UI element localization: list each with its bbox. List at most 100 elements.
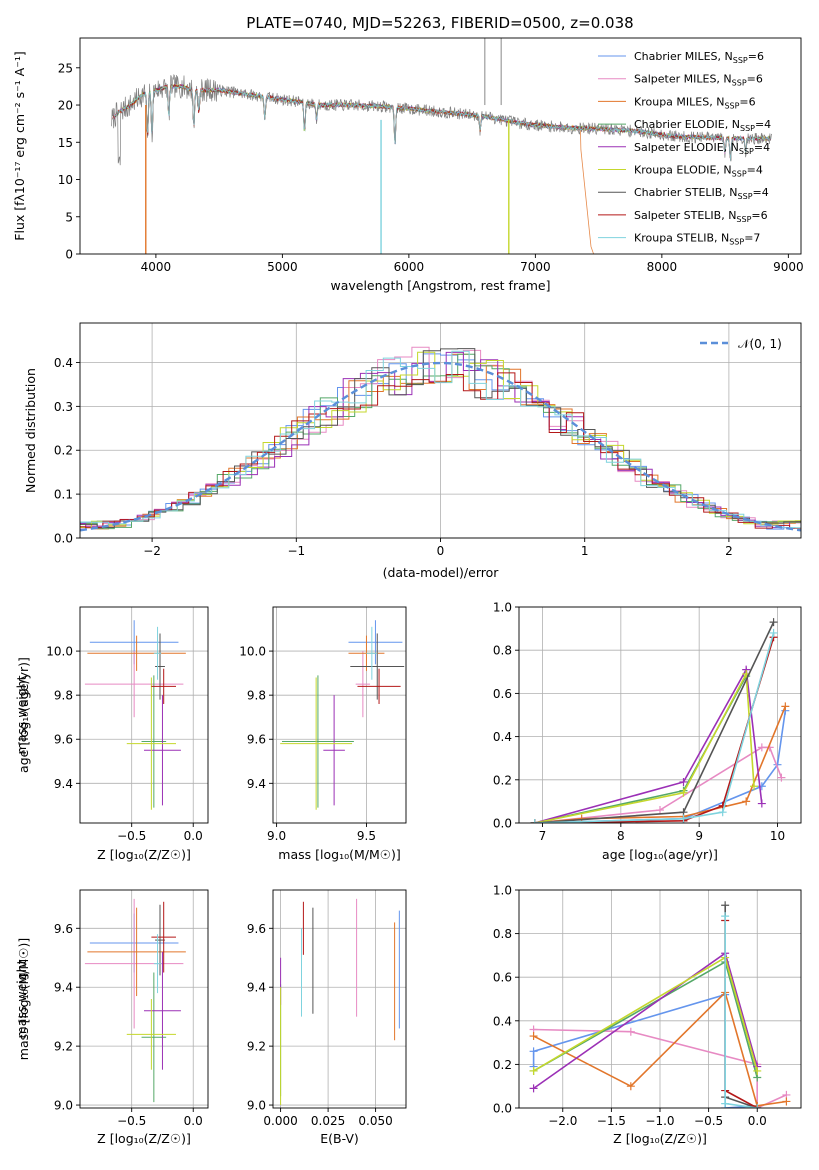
legend-entry: Salpeter ELODIE, NSSP=4 bbox=[634, 141, 770, 156]
residuals-xtick-label: −2 bbox=[143, 544, 161, 558]
mass-weight-vs-age-marker bbox=[769, 628, 778, 637]
mass-vs-EBV-grid bbox=[273, 890, 406, 1108]
mass-vs-Z-ytick-label: 9.6 bbox=[54, 922, 73, 936]
residuals-ylabel: Normed distribution bbox=[23, 368, 38, 493]
mass-vs-Z-ytick-label: 9.0 bbox=[54, 1099, 73, 1113]
legend-entry: Salpeter MILES, NSSP=6 bbox=[634, 73, 763, 88]
residual-histogram-8 bbox=[80, 350, 801, 529]
spectrum-axes: 4000 5000 6000 7000 8000 9000 0 5 10 15 20 25 wavele… bbox=[12, 37, 804, 293]
spectrum-xtick-label: 8000 bbox=[647, 260, 678, 274]
age-vs-Z-point-5 bbox=[126, 677, 176, 810]
age-vs-mass-point-1 bbox=[355, 651, 371, 718]
mass-vs-EBV-ytick-label: 9.2 bbox=[247, 1040, 266, 1054]
mass-weight-vs-age-ytick-label: 0.4 bbox=[493, 730, 512, 744]
age-vs-mass-xtick-label: 9.5 bbox=[357, 829, 376, 843]
mass-weight-vs-age-xtick-label: 8 bbox=[617, 829, 625, 843]
mass-weight-vs-age-series-5 bbox=[534, 671, 755, 823]
legend-entry: Chabrier ELODIE, NSSP=4 bbox=[634, 118, 771, 133]
mass-weight-vs-Z-ytick-label: 0.0 bbox=[493, 1102, 512, 1116]
mass-vs-Z-axes: −0.5 0.0 9.0 9.2 9.4 9.6 Z [log₁₀(Z/Z☉)] mass [… bbox=[16, 889, 209, 1146]
age-vs-Z-frame bbox=[79, 606, 209, 824]
residuals-ytick-label: 0.2 bbox=[54, 444, 73, 458]
mass-weight-vs-age-series-6 bbox=[534, 621, 775, 823]
residuals-ytick-label: 0.0 bbox=[54, 532, 73, 546]
age-vs-Z-point-1 bbox=[84, 651, 184, 718]
mass-vs-Z-xtick-label: −0.5 bbox=[117, 1114, 146, 1128]
mass-weight-vs-Z-series-3 bbox=[533, 960, 758, 1078]
spectrum-ytick-label: 20 bbox=[58, 99, 73, 113]
mass-weight-vs-Z-marker bbox=[721, 912, 730, 921]
spectrum-ytick-label: 10 bbox=[58, 173, 73, 187]
mass-vs-Z-ylabel: mass [log₁₀(M/M☉)] bbox=[16, 938, 31, 1060]
mass-vs-Z-xtick-label: 0.0 bbox=[184, 1114, 203, 1128]
age-vs-Z-xtick-label: −0.5 bbox=[117, 829, 146, 843]
mass-weight-vs-age-marker bbox=[530, 819, 539, 823]
mass-weight-vs-age-marker bbox=[656, 806, 664, 815]
mass-weight-vs-age-marker bbox=[777, 773, 786, 782]
spectrum-ytick-label: 25 bbox=[58, 61, 73, 75]
mass-weight-vs-age-marker bbox=[769, 618, 778, 627]
age-vs-mass-axes: 9.0 9.5 9.4 9.6 9.8 10.0 mass [log₁₀(M/M☉)] bbox=[239, 606, 407, 862]
mass-weight-vs-Z-xtick-label: 0.0 bbox=[748, 1114, 767, 1128]
residuals-xtick-label: 0 bbox=[437, 544, 445, 558]
mass-weight-vs-age-marker bbox=[679, 788, 688, 797]
residual-histogram-3 bbox=[80, 353, 801, 530]
mass-weight-vs-Z-marker bbox=[721, 1099, 730, 1108]
mass-vs-Z-point-4 bbox=[144, 951, 181, 1070]
age-vs-mass-ytick-label: 9.6 bbox=[247, 733, 266, 747]
age-vs-mass-point-6 bbox=[350, 633, 405, 700]
mass-vs-Z-plot bbox=[84, 898, 186, 1103]
age-vs-Z-grid bbox=[80, 607, 208, 823]
normal-reference-curve bbox=[80, 361, 801, 532]
mass-weight-vs-age-marker bbox=[781, 702, 790, 711]
age-vs-Z-xtick-label: 0.0 bbox=[184, 829, 203, 843]
legend-entry: Kroupa MILES, NSSP=6 bbox=[634, 95, 756, 110]
legend-entry: Chabrier MILES, NSSP=6 bbox=[634, 50, 764, 65]
age-vs-Z-point-8 bbox=[153, 626, 162, 680]
spectrum-ylabel: Flux [fλ10⁻¹⁷ erg cm⁻² s⁻¹ A⁻¹] bbox=[12, 51, 27, 240]
mass-weight-vs-Z-ytick-label: 0.8 bbox=[493, 927, 512, 941]
mass-weight-vs-age-xtick-label: 10 bbox=[770, 829, 785, 843]
mass-vs-EBV-ytick-label: 9.6 bbox=[247, 922, 266, 936]
mass-weight-vs-Z-xtick-label: −2.0 bbox=[548, 1114, 577, 1128]
age-vs-Z-point-2 bbox=[87, 635, 186, 671]
spectrum-legend: Chabrier MILES, NSSP=6 Salpeter MILES, NS… bbox=[598, 50, 771, 247]
mass-vs-EBV-ytick-label: 9.0 bbox=[247, 1099, 266, 1113]
mass-vs-Z-point-7 bbox=[151, 901, 176, 973]
observed-spectrum bbox=[111, 73, 773, 166]
spectrum-ytick-label: 0 bbox=[65, 248, 73, 262]
age-vs-mass-point-0 bbox=[348, 620, 403, 665]
mass-vs-Z-ytick-label: 9.4 bbox=[54, 981, 73, 995]
residuals-plot bbox=[80, 346, 801, 532]
age-vs-mass-ytick-label: 10.0 bbox=[239, 645, 266, 659]
mass-weight-vs-Z-ytick-label: 0.2 bbox=[493, 1058, 512, 1072]
mass-weight-vs-age-xtick-label: 7 bbox=[539, 829, 547, 843]
mass-vs-Z-xlabel: Z [log₁₀(Z/Z☉)] bbox=[97, 1131, 191, 1146]
mass-vs-EBV-xtick-label: 0.025 bbox=[311, 1114, 345, 1128]
mass-weight-vs-age-marker bbox=[750, 782, 758, 791]
residuals-xtick-label: −1 bbox=[287, 544, 305, 558]
age-vs-mass-ytick-label: 9.4 bbox=[247, 777, 266, 791]
age-vs-Z-point-6 bbox=[155, 633, 165, 700]
mass-weight-vs-age-marker bbox=[679, 777, 688, 786]
age-vs-Z-ylabel: age [log₁₀(age/yr)] bbox=[16, 657, 31, 773]
mass-weight-vs-Z-axes: −2.0 −1.5 −1.0 −0.5 0.0 0.0 0.2 0.4 0.6 0.8 1.0 Z [… bbox=[14, 884, 802, 1146]
age-vs-mass-grid bbox=[273, 607, 406, 823]
mass-weight-vs-Z-marker bbox=[721, 901, 730, 910]
spectrum-xtick-label: 7000 bbox=[520, 260, 551, 274]
age-vs-mass-point-8 bbox=[366, 626, 378, 680]
age-vs-Z-ytick-label: 9.6 bbox=[54, 733, 73, 747]
figure-title: PLATE=0740, MJD=52263, FIBERID=0500, z=0… bbox=[246, 14, 633, 32]
age-vs-Z-ytick-label: 10.0 bbox=[46, 645, 73, 659]
mass-weight-vs-age-xlabel: age [log₁₀(age/yr)] bbox=[602, 847, 718, 862]
mass-weight-vs-Z-ytick-label: 1.0 bbox=[493, 884, 512, 898]
mass-vs-Z-point-2 bbox=[87, 907, 186, 997]
mass-weight-vs-age-ylabel: mass weight bbox=[14, 675, 29, 754]
mass-vs-Z-point-1 bbox=[84, 898, 184, 1029]
mass-weight-vs-Z-ylabel: mass weight bbox=[14, 959, 29, 1038]
spectrum-xtick-label: 5000 bbox=[267, 260, 298, 274]
mass-weight-vs-Z-marker bbox=[626, 1082, 635, 1091]
mass-vs-Z-frame bbox=[79, 889, 209, 1109]
mass-weight-vs-Z-xtick-label: −1.5 bbox=[597, 1114, 626, 1128]
